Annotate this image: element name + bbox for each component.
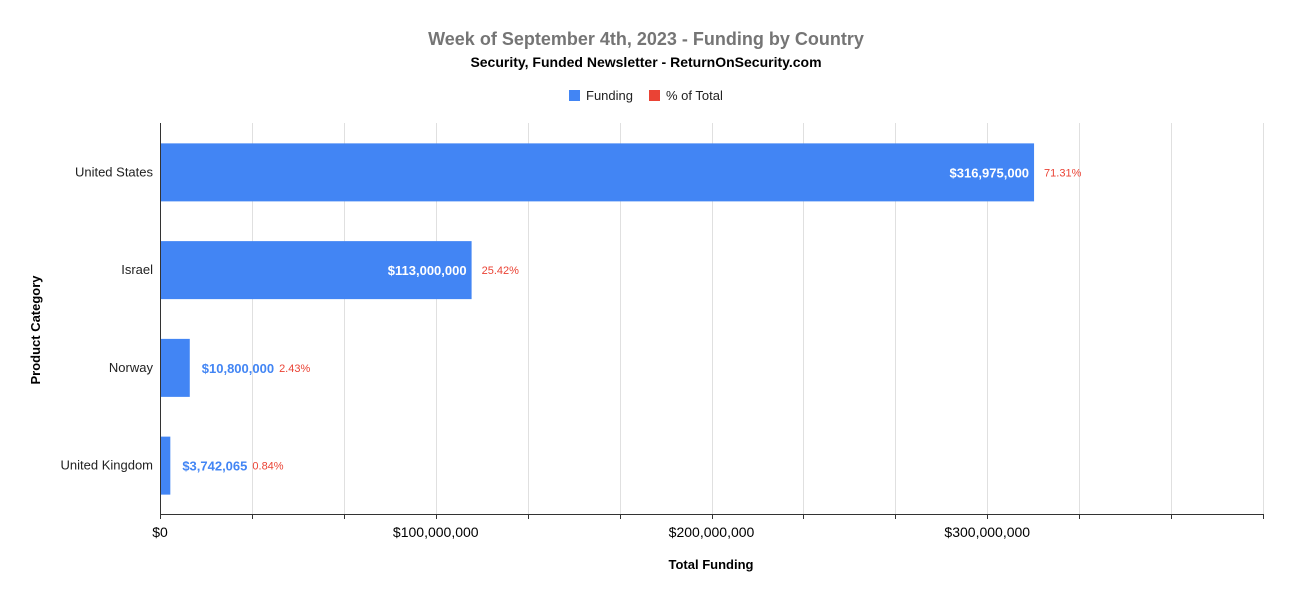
- bars: United States $316,975,000 71.31% Israel $11…: [61, 143, 1082, 495]
- x-tick-label: $0: [152, 524, 168, 540]
- funding-bar: [161, 143, 1035, 202]
- percent-label: 2.43%: [279, 363, 310, 375]
- legend-swatch-percent: [649, 90, 660, 101]
- funding-value-label: $10,800,000: [202, 361, 274, 376]
- category-label: United States: [75, 164, 154, 179]
- y-axis-title: Product Category: [28, 275, 43, 385]
- legend: Funding % of Total: [569, 88, 723, 103]
- x-tick-label: $200,000,000: [669, 524, 755, 540]
- chart-subtitle: Security, Funded Newsletter - ReturnOnSe…: [470, 54, 821, 70]
- category-label: United Kingdom: [61, 458, 154, 473]
- x-tick-label: $300,000,000: [944, 524, 1030, 540]
- legend-swatch-funding: [569, 90, 580, 101]
- funding-bar: [161, 338, 190, 397]
- chart-title: Week of September 4th, 2023 - Funding by…: [428, 29, 864, 49]
- legend-label-funding: Funding: [586, 88, 633, 103]
- funding-value-label: $316,975,000: [950, 165, 1030, 180]
- percent-label: 71.31%: [1044, 167, 1082, 179]
- funding-value-label: $113,000,000: [388, 263, 467, 278]
- funding-bar: [161, 436, 171, 495]
- axes: $0 $100,000,000 $200,000,000 $300,000,000: [152, 123, 1264, 540]
- category-label: Israel: [121, 262, 153, 277]
- funding-bar: [161, 241, 472, 300]
- legend-label-percent: % of Total: [666, 88, 723, 103]
- category-label: Norway: [109, 360, 154, 375]
- percent-label: 25.42%: [482, 265, 520, 277]
- x-axis-title: Total Funding: [669, 557, 754, 572]
- x-tick-label: $100,000,000: [393, 524, 479, 540]
- funding-value-label: $3,742,065: [182, 459, 247, 474]
- percent-label: 0.84%: [252, 461, 283, 473]
